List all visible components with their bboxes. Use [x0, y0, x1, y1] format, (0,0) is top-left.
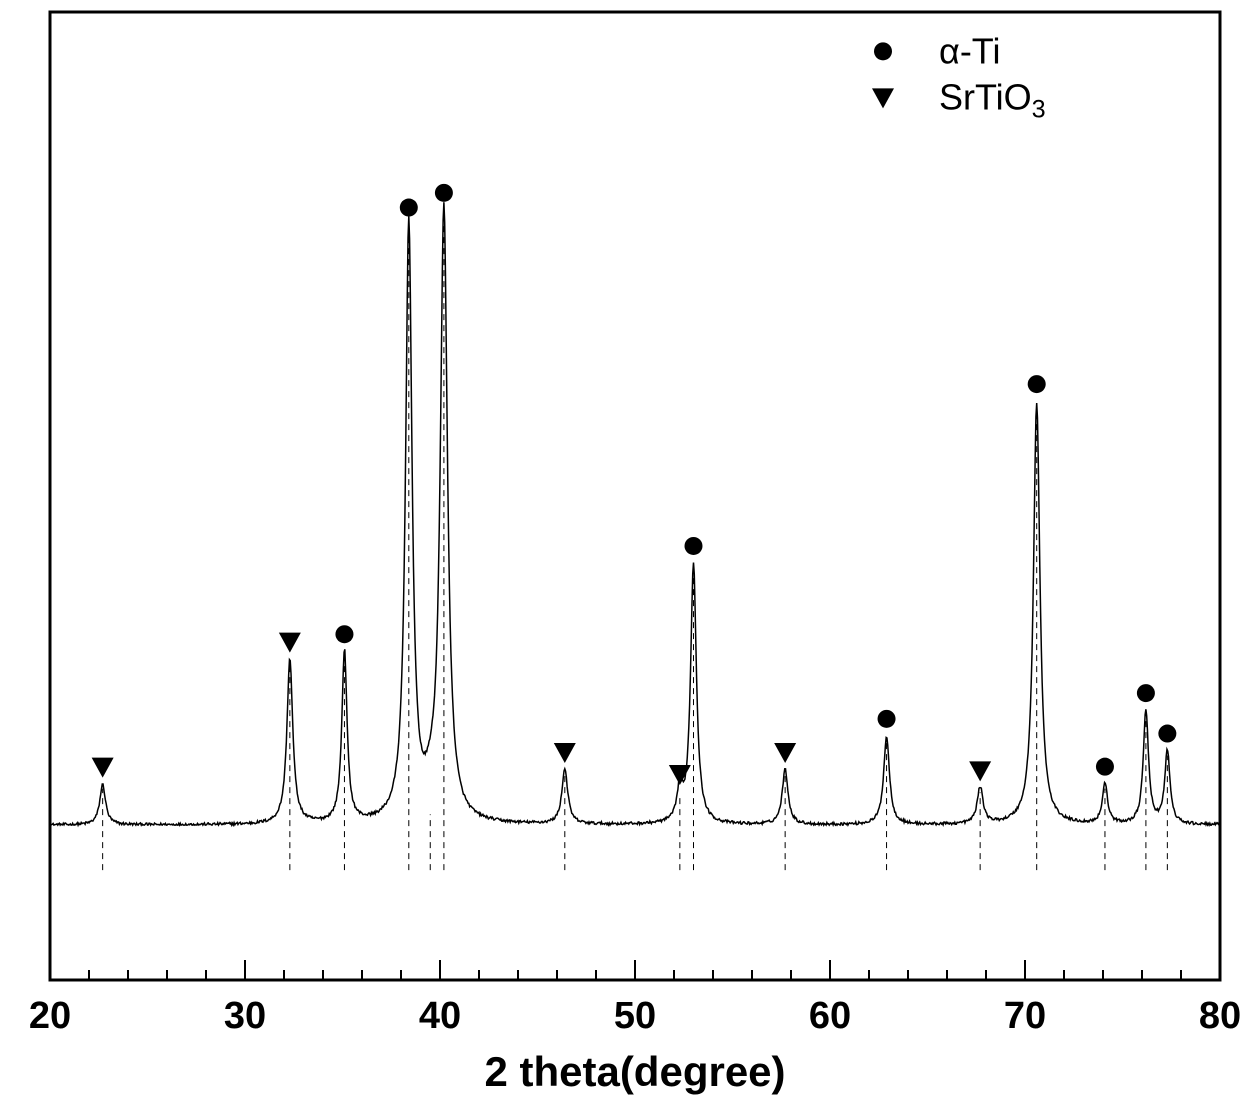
peak-marker-circle — [1096, 758, 1114, 776]
xaxis-tick-label: 20 — [29, 995, 71, 1037]
peak-marker-circle — [878, 710, 896, 728]
xaxis-tick-label: 40 — [419, 995, 461, 1037]
legend-marker-circle — [874, 42, 892, 60]
peak-marker-circle — [1158, 725, 1176, 743]
legend-label: α-Ti — [939, 30, 1000, 71]
peak-marker-circle — [335, 625, 353, 643]
xaxis-tick-label: 80 — [1199, 995, 1240, 1037]
xaxis-label: 2 theta(degree) — [484, 1048, 785, 1095]
xaxis-tick-label: 30 — [224, 995, 266, 1037]
peak-marker-circle — [435, 184, 453, 202]
peak-marker-circle — [1137, 684, 1155, 702]
xaxis-tick-label: 70 — [1004, 995, 1046, 1037]
peak-marker-circle — [1028, 375, 1046, 393]
xrd-chart: 20 30 40 50 60 70 80 2 theta(degree) α-Ti SrTiO3 — [0, 0, 1240, 1117]
xaxis-tick-label: 60 — [809, 995, 851, 1037]
xaxis-tick-label: 50 — [614, 995, 656, 1037]
peak-marker-circle — [685, 537, 703, 555]
chart-svg: 20 30 40 50 60 70 80 2 theta(degree) α-Ti SrTiO3 — [0, 0, 1240, 1117]
legend-label: SrTiO3 — [939, 76, 1046, 123]
peak-marker-circle — [400, 199, 418, 217]
